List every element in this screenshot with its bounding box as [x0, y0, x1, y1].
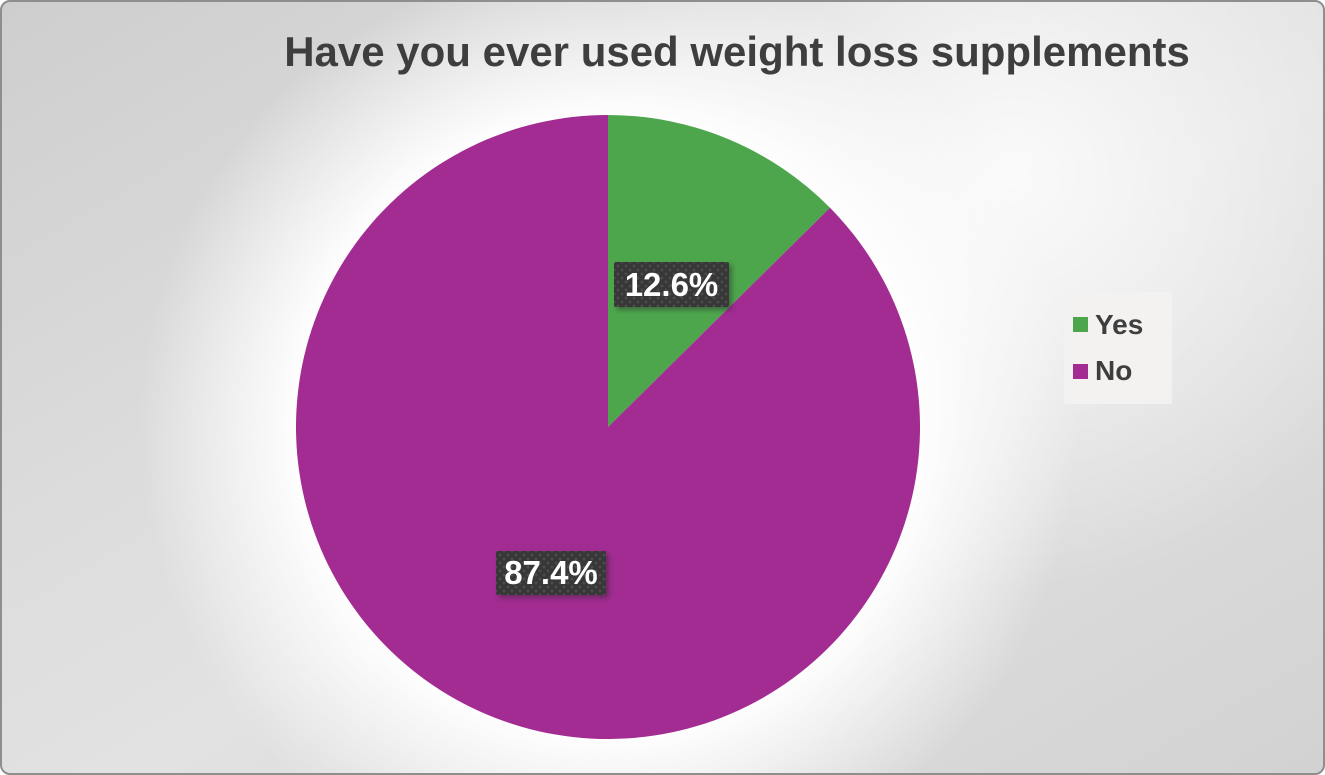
legend-item-yes[interactable]: Yes: [1073, 308, 1172, 340]
legend: Yes No: [1064, 292, 1172, 404]
legend-swatch-no-icon: [1073, 363, 1088, 379]
legend-item-no[interactable]: No: [1073, 357, 1172, 385]
legend-swatch-yes-icon: [1073, 317, 1088, 333]
pie-slice-no[interactable]: [296, 115, 921, 739]
chart-title: Have you ever used weight loss supplemen…: [284, 28, 1190, 75]
legend-label-no: No: [1095, 355, 1133, 387]
data-label-yes[interactable]: 12.6%: [614, 262, 729, 307]
data-label-no[interactable]: 87.4%: [496, 551, 606, 595]
legend-label-yes: Yes: [1095, 308, 1144, 340]
